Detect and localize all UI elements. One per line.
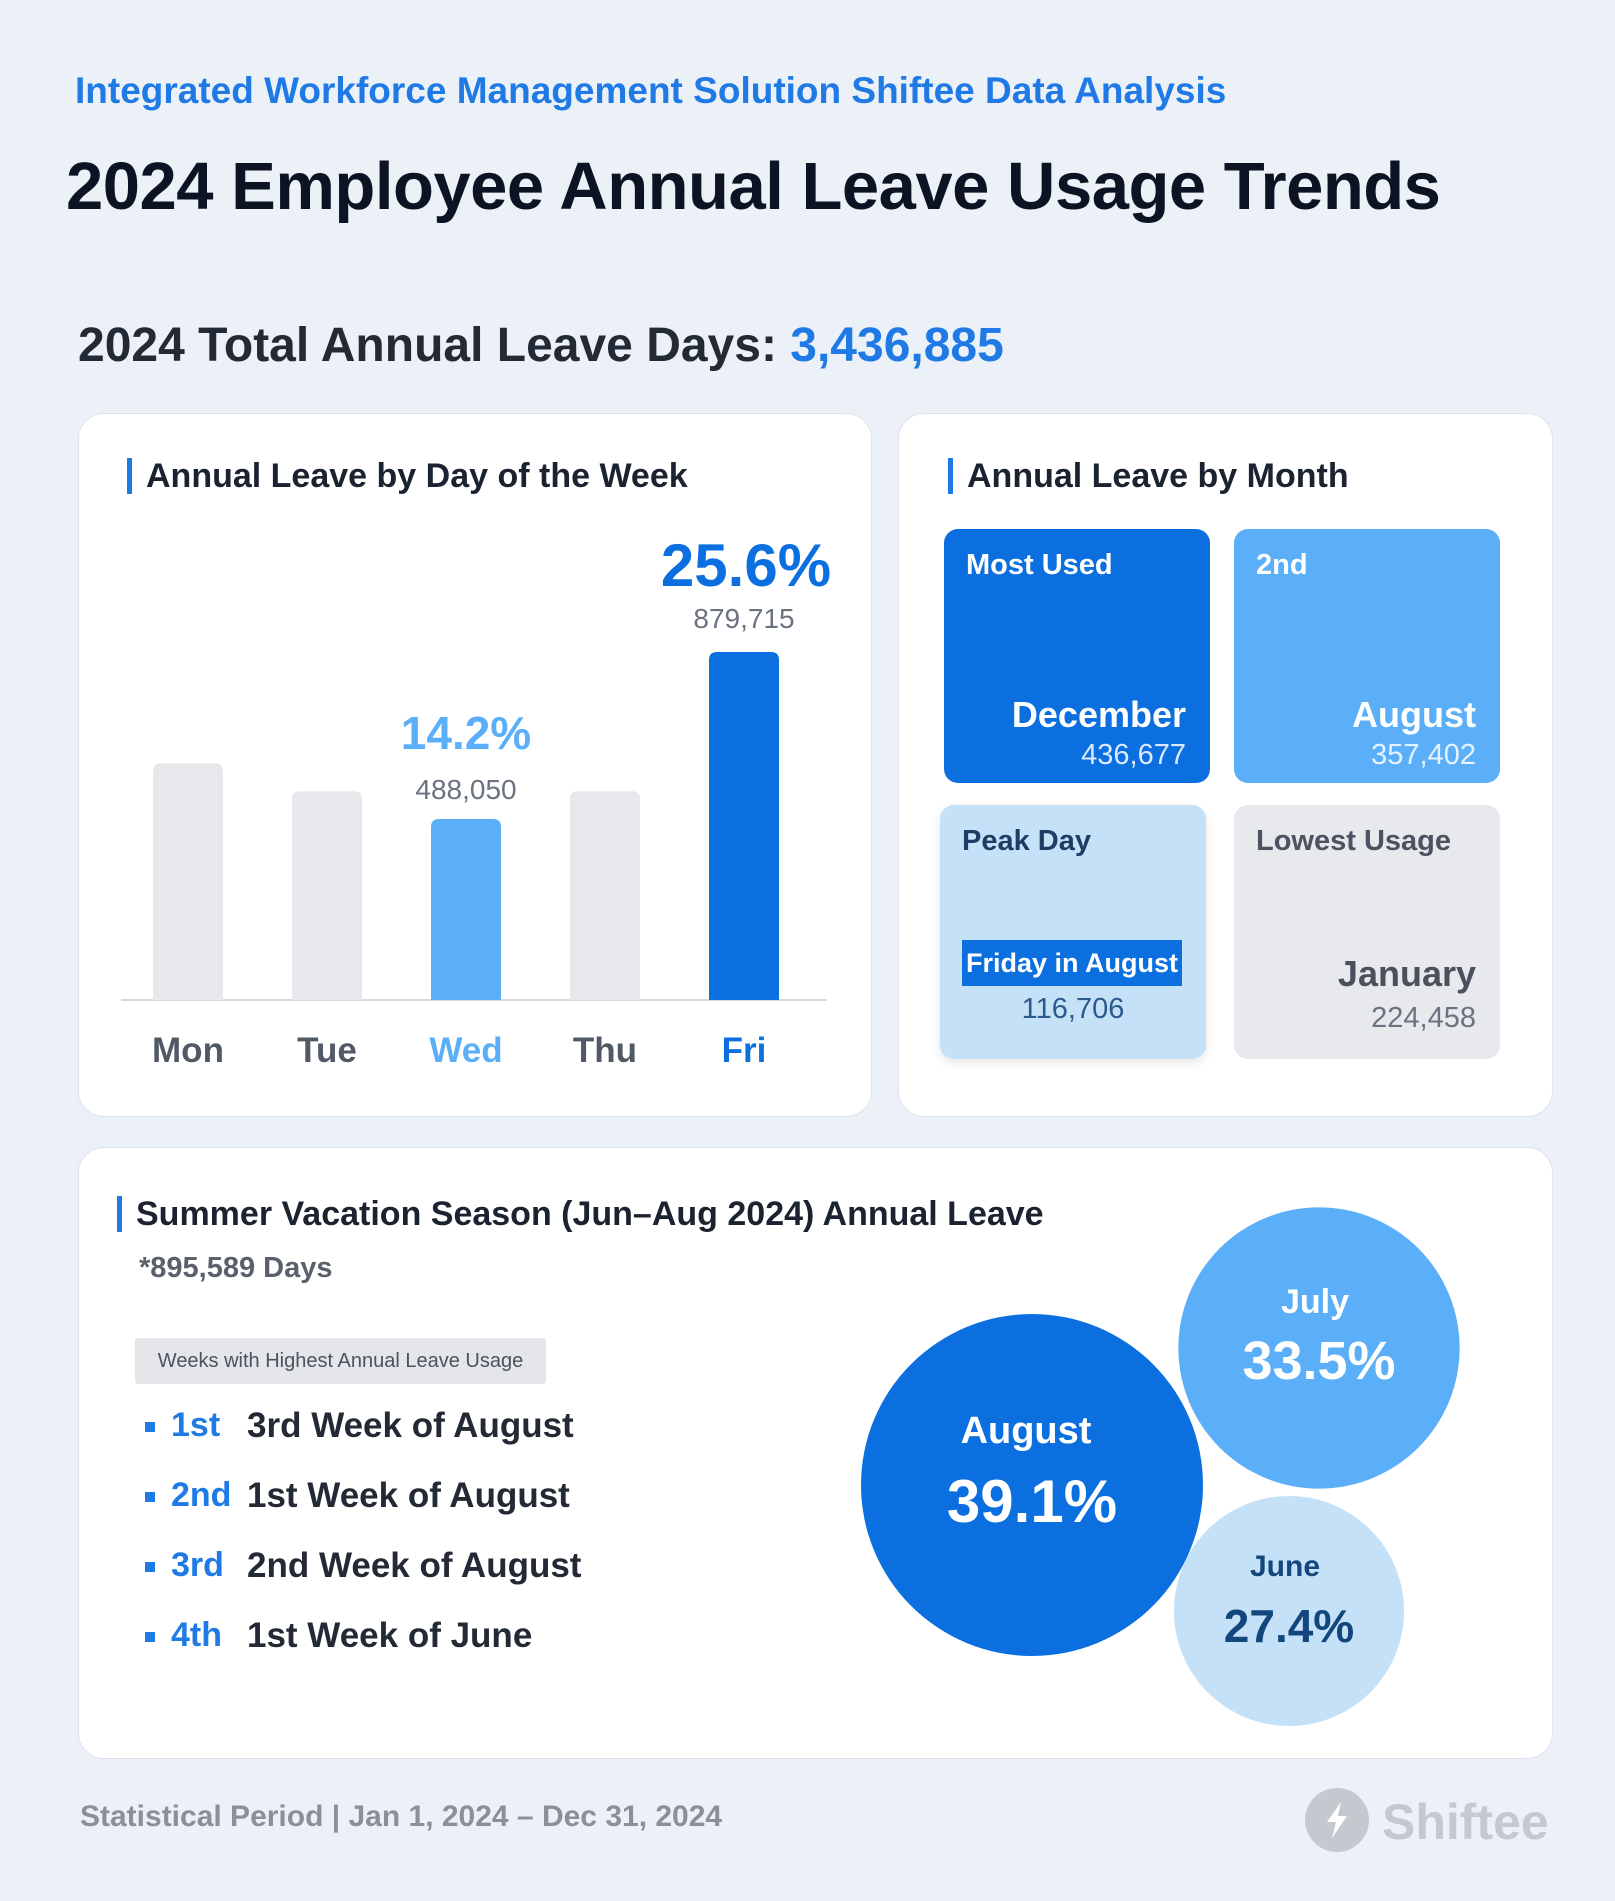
bubble-july bbox=[1178, 1207, 1460, 1489]
peak-day-label: Peak Day bbox=[962, 825, 1091, 857]
month-card: Annual Leave by Month Most Used December… bbox=[898, 413, 1553, 1117]
bubble-value-august: 39.1% bbox=[947, 1468, 1117, 1535]
most-used-value: 436,677 bbox=[1081, 739, 1186, 771]
total-annual-leave: 2024 Total Annual Leave Days: 3,436,885 bbox=[78, 318, 1004, 373]
bullet-icon bbox=[145, 1492, 155, 1502]
total-label: 2024 Total Annual Leave Days: bbox=[78, 319, 791, 372]
shiftee-logo-icon bbox=[1305, 1788, 1369, 1852]
bar-wed bbox=[431, 819, 501, 1000]
percent-label-wed: 14.2% bbox=[401, 707, 531, 759]
count-label-wed: 488,050 bbox=[415, 774, 516, 805]
report-subtitle: Integrated Workforce Management Solution… bbox=[75, 70, 1227, 111]
bubble-value-june: 27.4% bbox=[1224, 1600, 1354, 1652]
statistical-period: Statistical Period | Jan 1, 2024 – Dec 3… bbox=[80, 1800, 723, 1833]
rank-label: 3rd bbox=[171, 1546, 224, 1584]
brand-name: Shiftee bbox=[1382, 1794, 1549, 1850]
second-label: 2nd bbox=[1256, 549, 1308, 581]
tick-label-fri: Fri bbox=[722, 1031, 767, 1070]
bubble-value-july: 33.5% bbox=[1242, 1331, 1395, 1391]
bullet-icon bbox=[145, 1632, 155, 1642]
lowest-label: Lowest Usage bbox=[1256, 825, 1451, 857]
most-used-label: Most Used bbox=[966, 549, 1113, 581]
day-of-week-title: Annual Leave by Day of the Week bbox=[127, 458, 688, 494]
tick-label-thu: Thu bbox=[573, 1031, 637, 1070]
bar-mon bbox=[153, 763, 223, 1000]
tile-lowest-usage: Lowest Usage January 224,458 bbox=[1234, 805, 1500, 1059]
peak-day-value: 116,706 bbox=[1021, 993, 1125, 1025]
bar-thu bbox=[570, 791, 640, 1000]
rank-week: 1st Week of June bbox=[247, 1616, 533, 1655]
summer-total-note: *895,589 Days bbox=[139, 1252, 333, 1284]
second-value: 357,402 bbox=[1371, 739, 1476, 771]
tile-most-used: Most Used December 436,677 bbox=[944, 529, 1210, 783]
bullet-icon bbox=[145, 1562, 155, 1572]
count-label-fri: 879,715 bbox=[693, 603, 794, 634]
bubble-label-july: July bbox=[1281, 1283, 1349, 1321]
rank-label: 1st bbox=[171, 1406, 221, 1444]
bar-tue bbox=[292, 791, 362, 1000]
most-used-month: December bbox=[1011, 694, 1186, 735]
day-of-week-chart: Mon Tue Wed 14.2% 488,050 Thu Fri 25.6% 879,715 bbox=[121, 532, 831, 1070]
percent-label-fri: 25.6% bbox=[661, 532, 831, 599]
summer-bubble-chart: August 39.1% July 33.5% June 27.4% bbox=[861, 1207, 1460, 1727]
summer-card: August 39.1% July 33.5% June 27.4% Summer Vac… bbox=[78, 1147, 1553, 1759]
second-month: August bbox=[1352, 694, 1476, 735]
month-title: Annual Leave by Month bbox=[948, 458, 1349, 494]
bar-fri bbox=[709, 652, 779, 1000]
bubble-august bbox=[861, 1314, 1203, 1656]
bubble-label-august: August bbox=[961, 1410, 1092, 1452]
rank-week: 1st Week of August bbox=[247, 1476, 570, 1515]
tile-peak-day: Peak Day Friday in August 116,706 bbox=[940, 805, 1206, 1059]
tick-label-mon: Mon bbox=[152, 1031, 224, 1070]
total-value: 3,436,885 bbox=[790, 319, 1004, 372]
tick-label-wed: Wed bbox=[429, 1031, 502, 1070]
lowest-month: January bbox=[1337, 953, 1476, 994]
bubble-label-june: June bbox=[1250, 1550, 1320, 1583]
tick-label-tue: Tue bbox=[297, 1031, 357, 1070]
bubble-june bbox=[1173, 1495, 1405, 1727]
rank-week: 3rd Week of August bbox=[247, 1406, 574, 1445]
day-of-week-card: Mon Tue Wed 14.2% 488,050 Thu Fri 25.6% 879,715 … bbox=[78, 413, 872, 1117]
bullet-icon bbox=[145, 1422, 155, 1432]
rank-label: 4th bbox=[171, 1616, 222, 1654]
tile-second: 2nd August 357,402 bbox=[1234, 529, 1500, 783]
lowest-value: 224,458 bbox=[1371, 1002, 1476, 1034]
summer-title: Summer Vacation Season (Jun–Aug 2024) An… bbox=[117, 1196, 1044, 1232]
weeks-chip: Weeks with Highest Annual Leave Usage bbox=[135, 1338, 546, 1384]
rank-week: 2nd Week of August bbox=[247, 1546, 582, 1585]
peak-day-name: Friday in August bbox=[962, 940, 1182, 986]
report-title: 2024 Employee Annual Leave Usage Trends bbox=[66, 149, 1441, 224]
rank-label: 2nd bbox=[171, 1476, 232, 1514]
